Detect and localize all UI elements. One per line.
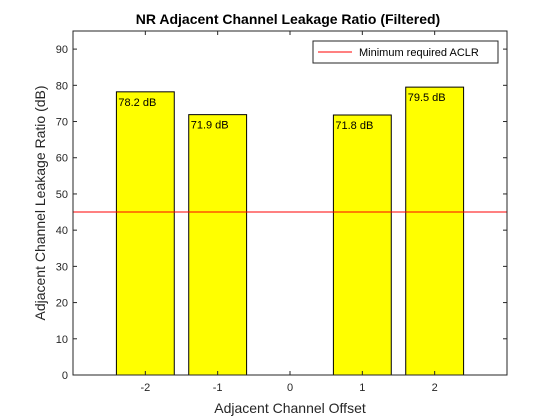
y-tick-label-8: 80 [56,80,68,92]
y-tick-label-3: 30 [56,261,68,273]
y-tick-label-9: 90 [56,44,68,56]
legend-box [312,40,499,64]
chart-title: NR Adjacent Channel Leakage Ratio (Filte… [136,11,440,27]
x-tick-label-0: -2 [140,382,150,394]
bar-1 [188,114,248,376]
legend: Minimum required ACLR [312,40,499,64]
bar-value-label-1: 71.9 dB [191,120,229,132]
y-tick-label-0: 0 [62,370,68,382]
bar-3 [405,86,465,376]
plot-area: 78.2 dB 71.9 dB 71.8 dB 79.5 dB -2 -1 0 1 2 0 10… [56,30,508,394]
y-tick-label-5: 50 [56,189,68,201]
x-tick-label-3: 1 [359,382,365,394]
bar-value-label-2: 71.8 dB [335,120,373,132]
y-tick-label-2: 20 [56,298,68,310]
y-tick-label-1: 10 [56,334,68,346]
x-tick-label-1: -1 [213,382,223,394]
x-tick-label-4: 2 [432,382,438,394]
legend-entry-threshold: Minimum required ACLR [359,47,479,59]
x-tick-label-2: 0 [287,382,293,394]
y-tick-label-6: 60 [56,153,68,165]
x-axis-label: Adjacent Channel Offset [214,400,366,416]
bar-value-label-0: 78.2 dB [118,97,156,109]
y-tick-label-4: 40 [56,225,68,237]
bar-2 [332,114,392,376]
y-axis-ticks: 0 10 20 30 40 50 60 70 80 90 [56,44,507,382]
x-axis-ticks: -2 -1 0 1 2 [140,31,438,394]
data-labels: 78.2 dB 71.9 dB 71.8 dB 79.5 dB [118,92,445,132]
bar-value-label-3: 79.5 dB [408,92,446,104]
bar-0 [115,91,175,376]
y-tick-label-7: 70 [56,117,68,129]
bars [115,86,465,376]
y-axis-label: Adjacent Channel Leakage Ratio (dB) [32,85,48,320]
